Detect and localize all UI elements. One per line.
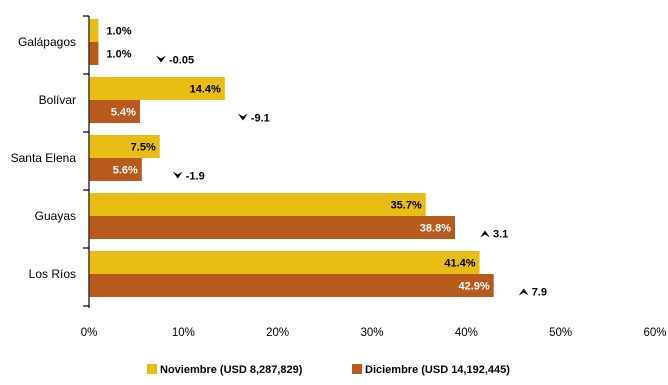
x-tick-label: 40%: [455, 327, 478, 339]
down-arrow-icon: [172, 171, 183, 179]
category-label: Bolívar: [39, 93, 76, 107]
x-tick-label: 0%: [81, 327, 98, 339]
x-tick-label: 50%: [549, 327, 572, 339]
change-label: -9.1: [251, 112, 270, 124]
bar-noviembre: [89, 135, 160, 158]
down-arrow-icon: [237, 113, 248, 121]
bar-diciembre: [89, 158, 142, 181]
bar-diciembre: [89, 216, 456, 239]
legend-swatch: [147, 364, 157, 374]
data-label: 1.0%: [106, 25, 131, 37]
bar-diciembre: [89, 42, 99, 65]
data-label: 5.6%: [113, 164, 138, 176]
data-label: 1.0%: [106, 48, 131, 60]
data-label: 14.4%: [190, 83, 221, 95]
change-label: -1.9: [186, 170, 205, 182]
data-label: 7.5%: [131, 141, 156, 153]
bar-noviembre: [89, 77, 225, 100]
x-tick-label: 60%: [643, 327, 666, 339]
category-label: Santa Elena: [11, 151, 77, 165]
bar-diciembre: [89, 100, 140, 123]
change-label: 7.9: [532, 286, 547, 298]
category-label: Galápagos: [18, 35, 76, 49]
data-label: 38.8%: [420, 222, 451, 234]
legend-swatch: [352, 364, 362, 374]
bar-noviembre: [89, 19, 99, 42]
data-label: 42.9%: [458, 280, 489, 292]
category-label: Guayas: [35, 209, 76, 223]
bar-diciembre: [89, 274, 494, 297]
bar-noviembre: [89, 251, 480, 274]
down-arrow-icon: [156, 55, 166, 63]
data-label: 5.4%: [111, 106, 136, 118]
x-tick-label: 30%: [360, 327, 383, 339]
legend-label: Diciembre (USD 14,192,445): [365, 364, 510, 376]
category-label: Los Ríos: [29, 267, 76, 281]
up-arrow-icon: [480, 230, 491, 238]
x-tick-label: 10%: [172, 327, 195, 339]
legend-label: Noviembre (USD 8,287,829): [160, 364, 303, 376]
bar-noviembre: [89, 193, 426, 216]
data-label: 41.4%: [444, 257, 475, 269]
up-arrow-icon: [518, 288, 529, 296]
change-label: 3.1: [493, 228, 508, 240]
x-tick-label: 20%: [266, 327, 289, 339]
change-label: -0.05: [169, 54, 194, 66]
data-label: 35.7%: [391, 199, 422, 211]
